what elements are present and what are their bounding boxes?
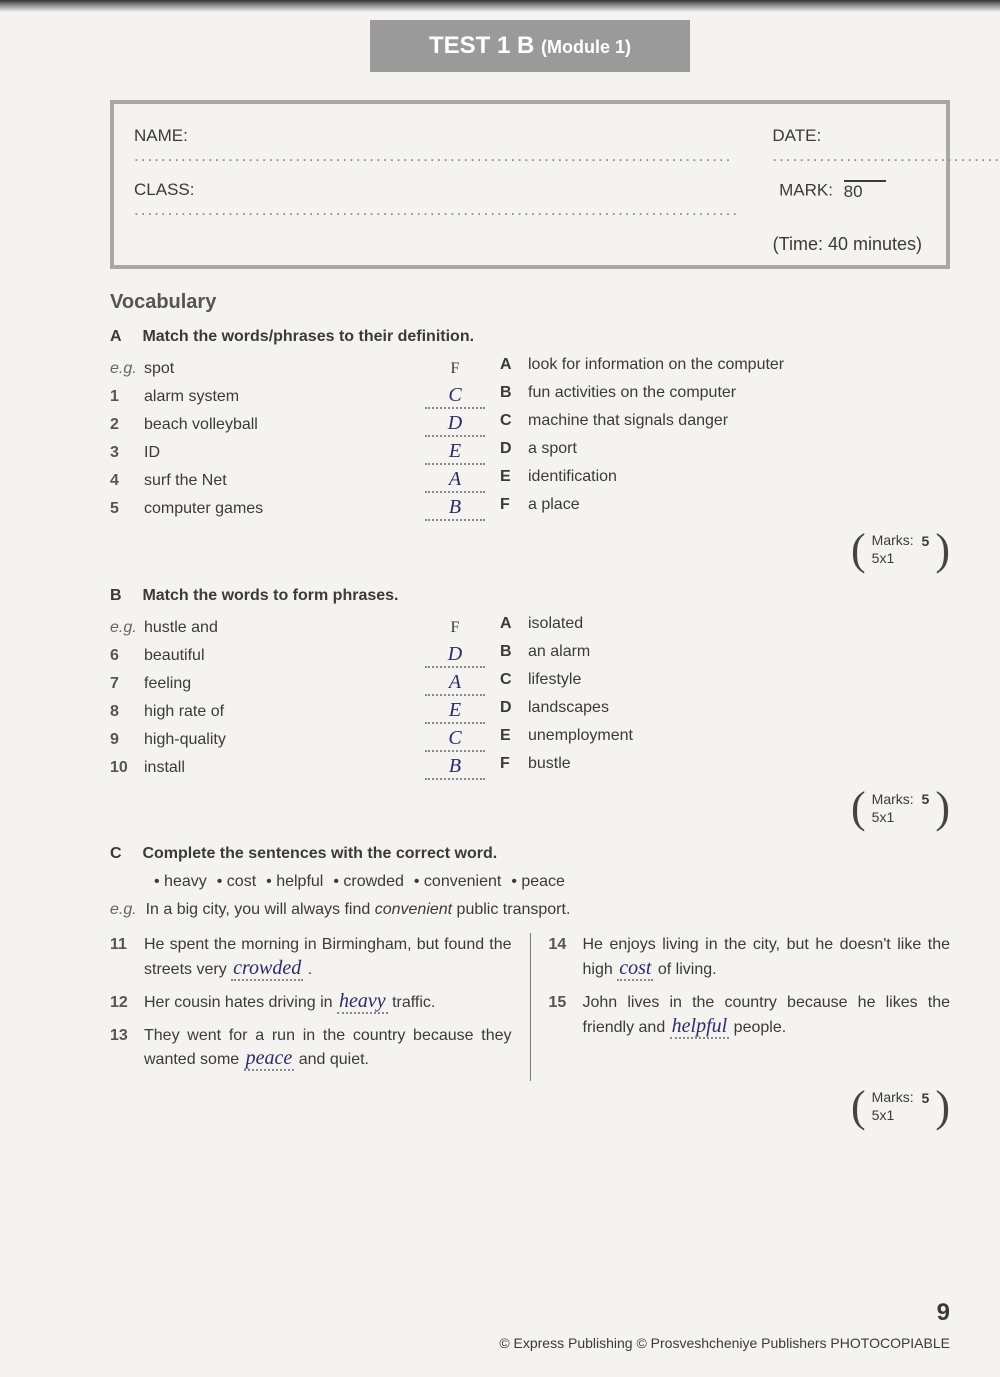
sentence-item: 12Her cousin hates driving in heavy traf…	[110, 991, 512, 1016]
answer-blank[interactable]: A	[410, 468, 500, 493]
section-a-marks: ( Marks: 5 5x1 )	[110, 532, 950, 569]
scan-shadow	[0, 0, 1000, 12]
match-item: 8high rate ofE	[110, 699, 500, 727]
match-word: beach volleyball	[144, 416, 410, 434]
answer-blank[interactable]: C	[410, 384, 500, 409]
mark-field[interactable]: MARK: 80	[779, 180, 922, 220]
definition-item: Clifestyle	[500, 671, 950, 699]
match-word: high-quality	[144, 731, 410, 749]
info-box: NAME: ..................................…	[110, 100, 950, 269]
answer-blank[interactable]: B	[410, 755, 500, 780]
sentence-item: 14He enjoys living in the city, but he d…	[549, 933, 951, 983]
definition-item: Eidentification	[500, 468, 950, 496]
wordbank-item: convenient	[414, 873, 501, 890]
section-a-body: e.g. spot F 1alarm systemC2beach volleyb…	[110, 356, 950, 524]
section-b-instruction: B Match the words to form phrases.	[110, 587, 950, 605]
section-a-instruction: A Match the words/phrases to their defin…	[110, 328, 950, 346]
sentence-item: 15John lives in the country because he l…	[549, 991, 951, 1041]
page-number: 9	[937, 1299, 950, 1327]
definition-item: Dlandscapes	[500, 699, 950, 727]
sentence-item: 11He spent the morning in Birmingham, bu…	[110, 933, 512, 983]
match-word: high rate of	[144, 703, 410, 721]
definition-item: Fa place	[500, 496, 950, 524]
name-field[interactable]: NAME: ..................................…	[134, 126, 732, 166]
match-word: surf the Net	[144, 472, 410, 490]
fill-blank[interactable]: crowded	[231, 957, 303, 981]
date-field[interactable]: DATE: ..................................…	[772, 126, 1000, 166]
match-item: 6beautifulD	[110, 643, 500, 671]
footer-copyright: © Express Publishing © Prosveshcheniye P…	[0, 1335, 950, 1351]
match-item: 2beach volleyballD	[110, 412, 500, 440]
match-item: 5computer gamesB	[110, 496, 500, 524]
worksheet-page: TEST 1 B (Module 1) NAME: ..............…	[0, 0, 1000, 1377]
match-item: 9high-qualityC	[110, 727, 500, 755]
mark-fraction: 80	[844, 180, 886, 202]
section-b-body: e.g. hustle and F 6beautifulD7feelingA8h…	[110, 615, 950, 783]
section-a-words: e.g. spot F 1alarm systemC2beach volleyb…	[110, 356, 500, 524]
answer-blank[interactable]: A	[410, 671, 500, 696]
match-word: feeling	[144, 675, 410, 693]
answer-blank[interactable]: E	[410, 699, 500, 724]
section-b-marks: ( Marks: 5 5x1 )	[110, 791, 950, 828]
section-c-marks: ( Marks: 5 5x1 )	[110, 1089, 950, 1126]
section-a-defs: Alook for information on the computerBfu…	[500, 356, 950, 524]
definition-item: Eunemployment	[500, 727, 950, 755]
vocabulary-heading: Vocabulary	[110, 291, 950, 314]
match-word: computer games	[144, 500, 410, 518]
answer-blank[interactable]: C	[410, 727, 500, 752]
answer-blank[interactable]: B	[410, 496, 500, 521]
match-word: ID	[144, 444, 410, 462]
definition-item: Fbustle	[500, 755, 950, 783]
section-c-instruction: C Complete the sentences with the correc…	[110, 845, 950, 863]
answer-blank[interactable]: E	[410, 440, 500, 465]
definition-item: Da sport	[500, 440, 950, 468]
match-word: beautiful	[144, 647, 410, 665]
fill-blank[interactable]: heavy	[337, 990, 388, 1014]
title-sub: (Module 1)	[541, 37, 631, 57]
fill-blank[interactable]: cost	[617, 957, 653, 981]
definition-item: Ban alarm	[500, 643, 950, 671]
fill-blank[interactable]: helpful	[670, 1015, 730, 1039]
match-item: 10installB	[110, 755, 500, 783]
match-word: alarm system	[144, 388, 410, 406]
wordbank-item: cost	[217, 873, 256, 890]
wordbank-item: crowded	[333, 873, 404, 890]
fill-blank[interactable]: peace	[244, 1047, 295, 1071]
match-item: 3IDE	[110, 440, 500, 468]
definition-item: Bfun activities on the computer	[500, 384, 950, 412]
wordbank-item: helpful	[266, 873, 323, 890]
match-word: install	[144, 759, 410, 777]
answer-blank[interactable]: D	[410, 643, 500, 668]
section-c-sentences: 11He spent the morning in Birmingham, bu…	[110, 933, 950, 1081]
header: TEST 1 B (Module 1) NAME: ..............…	[110, 0, 950, 269]
definition-item: Aisolated	[500, 615, 950, 643]
match-item: 1alarm systemC	[110, 384, 500, 412]
definition-item: Alook for information on the computer	[500, 356, 950, 384]
title-main: TEST 1 B	[429, 32, 534, 59]
sentence-item: 13They went for a run in the country bec…	[110, 1024, 512, 1074]
answer-blank[interactable]: D	[410, 412, 500, 437]
section-c-wordbank: heavy cost helpful crowded convenient peace	[154, 873, 950, 891]
section-b-words: e.g. hustle and F 6beautifulD7feelingA8h…	[110, 615, 500, 783]
class-field[interactable]: CLASS: .................................…	[134, 180, 739, 220]
section-b-defs: AisolatedBan alarmClifestyleDlandscapesE…	[500, 615, 950, 783]
match-item: 4surf the NetA	[110, 468, 500, 496]
match-item: 7feelingA	[110, 671, 500, 699]
wordbank-item: peace	[511, 873, 565, 890]
section-c-example: e.g. In a big city, you will always find…	[110, 901, 950, 919]
wordbank-item: heavy	[154, 873, 207, 890]
time-note: (Time: 40 minutes)	[134, 234, 922, 255]
title-box: TEST 1 B (Module 1)	[370, 20, 690, 72]
definition-item: Cmachine that signals danger	[500, 412, 950, 440]
